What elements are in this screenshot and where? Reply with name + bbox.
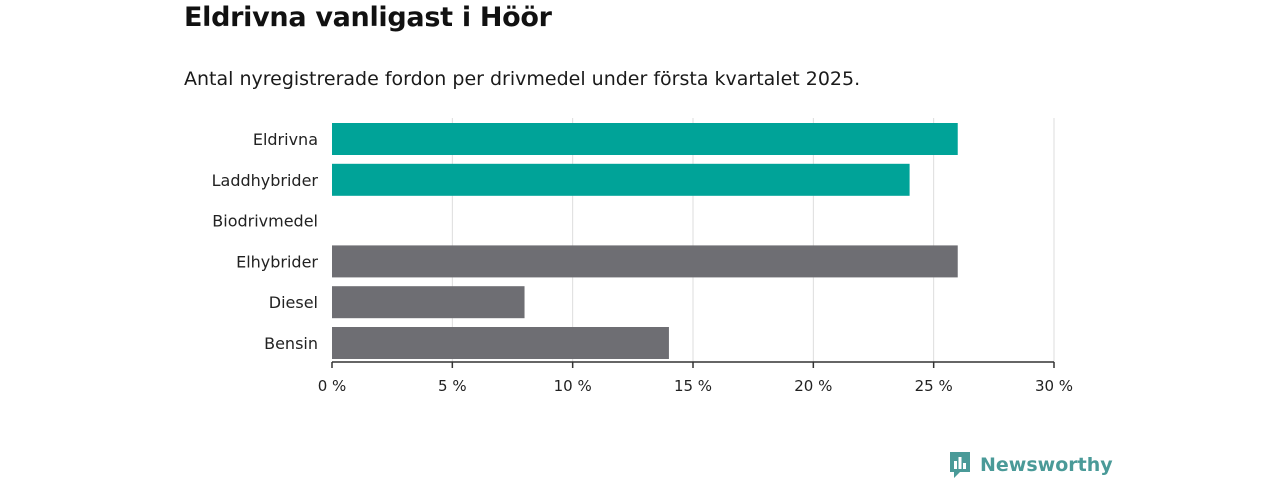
newsworthy-logo-icon	[950, 452, 970, 478]
x-tick-label: 25 %	[915, 377, 953, 395]
chart-title: Eldrivna vanligast i Höör	[184, 2, 552, 33]
x-tick-label: 5 %	[438, 377, 467, 395]
bar	[332, 327, 669, 359]
x-tick-label: 0 %	[318, 377, 347, 395]
category-label: Diesel	[269, 293, 318, 312]
category-label: Bensin	[264, 334, 318, 353]
bar	[332, 163, 910, 196]
brand-logo: Newsworthy	[948, 450, 1113, 480]
bar	[332, 286, 525, 319]
category-label: Laddhybrider	[212, 171, 319, 190]
chart-subtitle: Antal nyregistrerade fordon per drivmede…	[184, 68, 861, 90]
x-tick-label: 15 %	[674, 377, 712, 395]
category-label: Biodrivmedel	[212, 212, 318, 231]
x-tick-label: 10 %	[554, 377, 592, 395]
category-label: Elhybrider	[236, 252, 318, 271]
category-label: Eldrivna	[253, 130, 318, 149]
x-tick-label: 20 %	[794, 377, 832, 395]
x-tick-label: 30 %	[1035, 377, 1073, 395]
bar	[332, 123, 958, 155]
brand-name: Newsworthy	[980, 454, 1113, 476]
bar	[332, 245, 958, 278]
